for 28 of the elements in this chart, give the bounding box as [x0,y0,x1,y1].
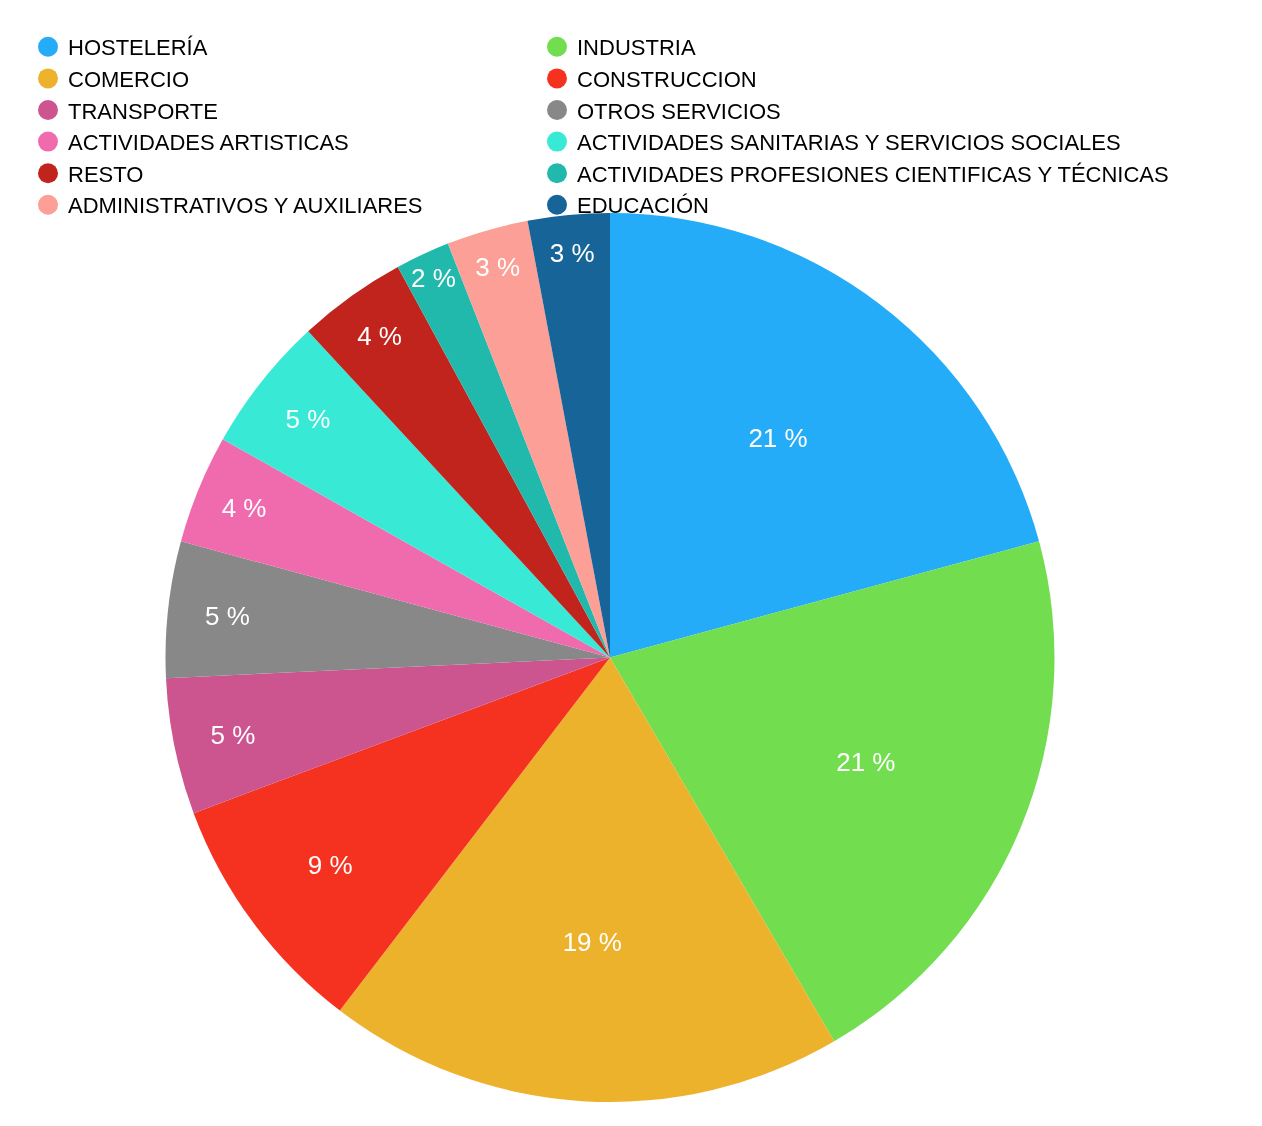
data-label: 4 % [221,492,267,523]
data-label: 3 % [475,251,521,282]
legend-label: ADMINISTRATIVOS Y AUXILIARES [68,193,423,219]
legend-label: INDUSTRIA [577,35,696,61]
data-label: 21 % [748,422,808,453]
pie-slice [180,439,610,658]
legend-label: EDUCACIÓN [577,193,710,219]
legend-label: ACTIVIDADES ARTISTICAS [68,130,349,156]
legend-label: ACTIVIDADES SANITARIAS Y SERVICIOS SOCIALES [577,130,1121,156]
legend-label: ACTIVIDADES PROFESIONES CIENTIFICAS Y TÉCNICAS [577,161,1169,187]
legend-label: OTROS SERVICIOS [577,98,781,124]
pie-slice [165,541,610,679]
pie-slice [610,213,1040,658]
data-label: 21 % [836,747,896,778]
data-label: 2 % [411,263,456,294]
data-label: 9 % [307,849,353,880]
legend-label: HOSTELERÍA [68,35,208,61]
legend-label: RESTO [68,161,144,187]
data-label: 4 % [357,321,402,352]
data-label: 5 % [285,403,331,434]
pie-slice [165,657,610,814]
data-label: 5 % [210,719,256,750]
legend-label: CONSTRUCCION [577,66,757,92]
data-label: 5 % [204,600,250,631]
legend-label: COMERCIO [68,66,189,92]
data-label: 3 % [549,237,595,268]
data-label: 19 % [562,927,622,958]
legend-label: TRANSPORTE [68,98,218,124]
